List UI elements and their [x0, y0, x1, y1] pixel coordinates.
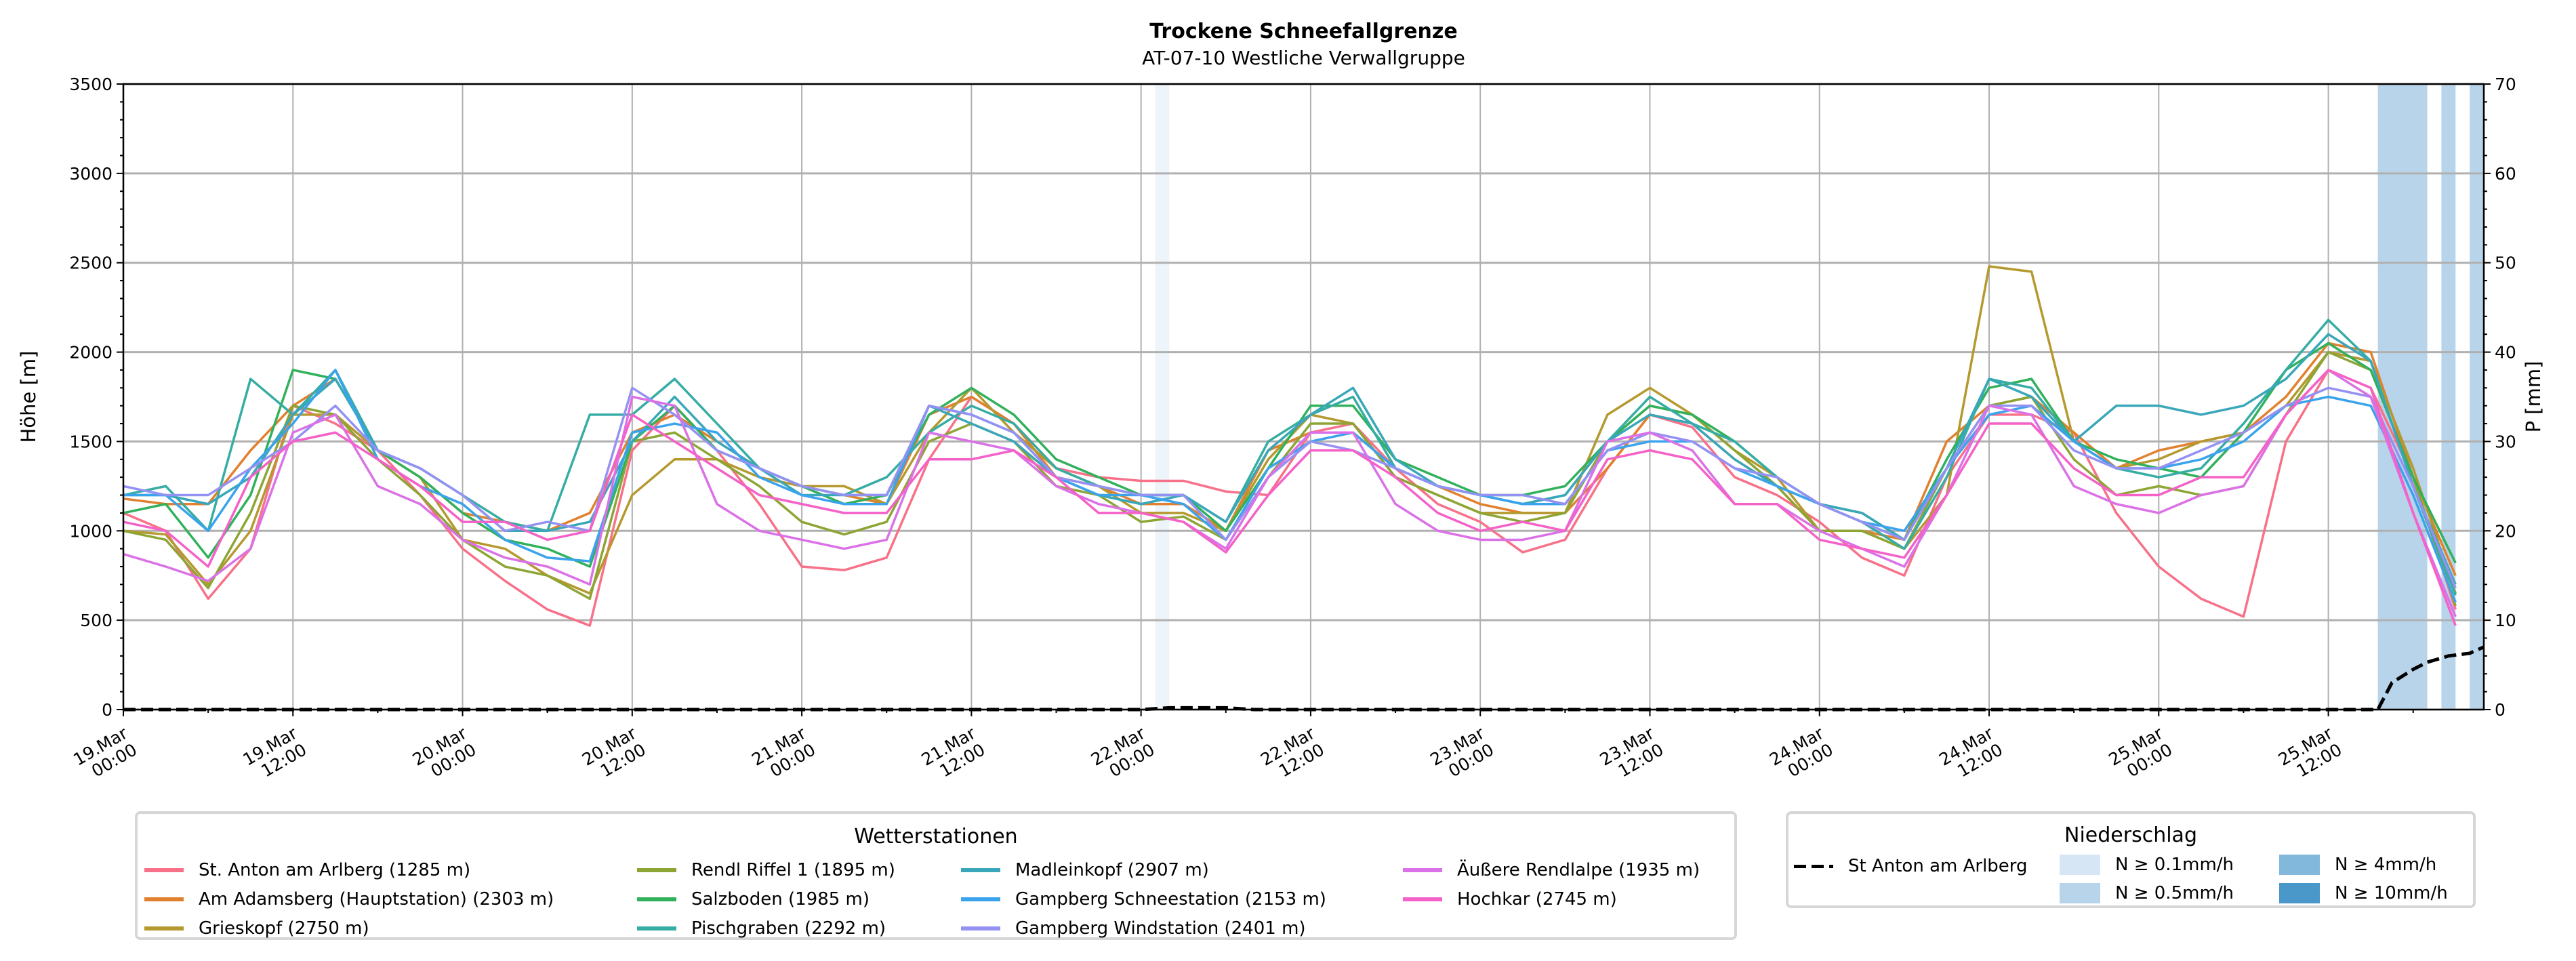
y-tick-label: 1500 [69, 432, 113, 451]
legend-label: N ≥ 10mm/h [2335, 883, 2448, 903]
precip-level-patch [2060, 855, 2100, 875]
y-axis-label: Höhe [m] [17, 351, 40, 443]
legend-item: N ≥ 4mm/h [2279, 855, 2436, 875]
legend-label: Madleinkopf (2907 m) [1015, 860, 1209, 880]
legend-label: Salzboden (1985 m) [691, 889, 870, 909]
y-right-tick-label: 60 [2495, 164, 2516, 184]
legend-swatch [1403, 897, 1442, 901]
legend-item: N ≥ 10mm/h [2279, 883, 2448, 903]
chart-title: Trockene Schneefallgrenze [1149, 20, 1457, 43]
precip-level-patch [2060, 883, 2100, 903]
series-line-5 [123, 319, 2457, 596]
y-tick-label: 2000 [69, 343, 113, 363]
y-right-tick-label: 40 [2495, 343, 2516, 363]
y-right-tick-label: 50 [2495, 253, 2516, 273]
y-right-tick-label: 0 [2495, 700, 2506, 720]
legend-label: Grieskopf (2750 m) [199, 918, 369, 939]
y-right-tick-label: 20 [2495, 521, 2516, 541]
stations-legend: Wetterstationen St. Anton am Arlberg (12… [135, 811, 1737, 940]
legend-swatch [961, 868, 1000, 872]
y-right-axis-label: P [mm] [2522, 361, 2545, 433]
series-line-8 [123, 386, 2457, 589]
legend-item: Gampberg Windstation (2401 m) [961, 918, 1306, 939]
legend-swatch [961, 926, 1000, 931]
precip-level-patch [2279, 855, 2320, 875]
legend-swatch [144, 926, 184, 931]
y-tick-label: 2500 [69, 253, 113, 273]
legend-item: Pischgraben (2292 m) [637, 918, 886, 939]
legend-item: Rendl Riffel 1 (1895 m) [637, 860, 895, 880]
precip-line [123, 645, 2485, 712]
legend-label: Pischgraben (2292 m) [691, 918, 886, 939]
chart-subtitle: AT-07-10 Westliche Verwallgruppe [1142, 47, 1465, 69]
legend-swatch [144, 868, 184, 872]
legend-swatch [1403, 868, 1442, 872]
precipitation-legend: Niederschlag St Anton am Arlberg N ≥ 0.1m… [1786, 811, 2476, 908]
legend-label: Gampberg Schneestation (2153 m) [1015, 889, 1326, 909]
series-line-10 [123, 369, 2457, 626]
legend-swatch [961, 897, 1000, 901]
y-right-tick-label: 70 [2495, 75, 2516, 94]
legend-label: N ≥ 0.5mm/h [2115, 883, 2234, 903]
legend-swatch [637, 926, 676, 931]
legend-item: St Anton am Arlberg [1794, 856, 2028, 876]
legend-item: Madleinkopf (2907 m) [961, 860, 1209, 880]
legend-item: Grieskopf (2750 m) [144, 918, 369, 939]
precip-band [2441, 84, 2456, 710]
legend-label: Am Adamsberg (Hauptstation) (2303 m) [199, 889, 554, 909]
legend-item: N ≥ 0.5mm/h [2060, 883, 2234, 903]
legend-item: Salzboden (1985 m) [637, 889, 870, 909]
stations-legend-title: Wetterstationen [854, 825, 1018, 848]
legend-item: N ≥ 0.1mm/h [2060, 855, 2234, 875]
legend-label: Rendl Riffel 1 (1895 m) [691, 860, 895, 880]
y-tick-label: 3000 [69, 164, 113, 184]
legend-item: St. Anton am Arlberg (1285 m) [144, 860, 470, 880]
legend-item: Am Adamsberg (Hauptstation) (2303 m) [144, 889, 554, 909]
series-line-9 [123, 369, 2457, 617]
precip-level-patch [2279, 883, 2320, 903]
y-right-tick-label: 30 [2495, 432, 2516, 451]
legend-swatch [637, 897, 676, 901]
y-right-tick-label: 10 [2495, 611, 2516, 630]
y-tick-label: 3500 [69, 75, 113, 94]
plot-frame [122, 83, 2485, 711]
y-tick-label: 0 [102, 700, 113, 720]
y-tick-label: 500 [80, 611, 113, 630]
legend-item: Hochkar (2745 m) [1403, 889, 1617, 909]
legend-label: St. Anton am Arlberg (1285 m) [199, 860, 471, 880]
legend-label: Gampberg Windstation (2401 m) [1015, 918, 1306, 939]
legend-label: St Anton am Arlberg [1848, 856, 2028, 876]
legend-label: N ≥ 4mm/h [2335, 855, 2437, 875]
legend-label: N ≥ 0.1mm/h [2115, 855, 2234, 875]
legend-item: Gampberg Schneestation (2153 m) [961, 889, 1326, 909]
legend-swatch [637, 868, 676, 872]
series-line-0 [123, 369, 2457, 627]
legend-swatch [144, 897, 184, 901]
dashed-line-swatch [1794, 864, 1833, 868]
precip-band [2470, 84, 2484, 710]
legend-item: Äußere Rendlalpe (1935 m) [1403, 860, 1700, 880]
precip-band [1155, 84, 1170, 710]
y-tick-label: 1000 [69, 521, 113, 541]
precipitation-legend-title: Niederschlag [2064, 823, 2197, 847]
series-line-3 [123, 350, 2457, 607]
legend-label: Hochkar (2745 m) [1457, 889, 1617, 909]
legend-label: Äußere Rendlalpe (1935 m) [1457, 860, 1700, 880]
